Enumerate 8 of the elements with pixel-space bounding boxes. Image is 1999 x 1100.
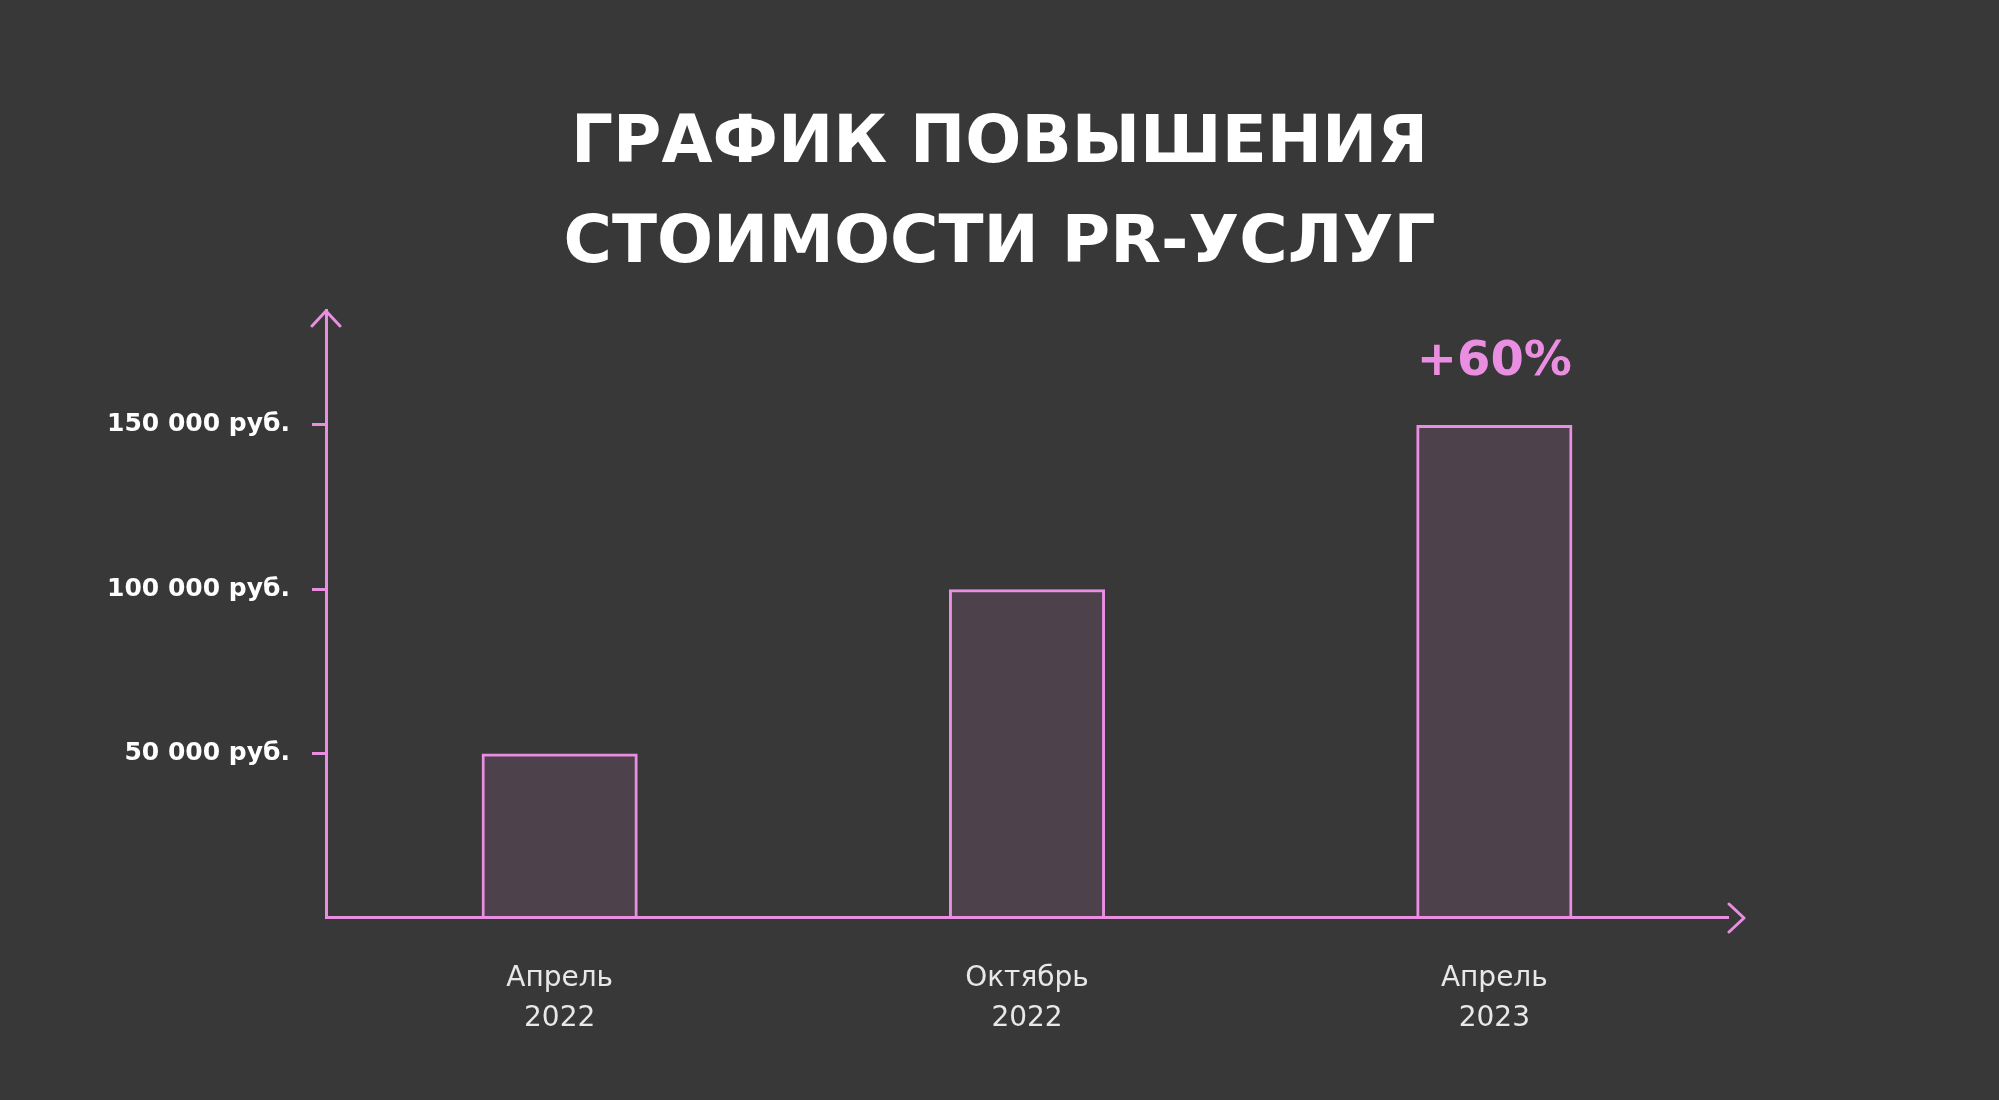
y-tick-label: 150 000 руб. [107,408,290,438]
x-tick-label: Апрель 2022 [506,960,614,1033]
annotation: +60% [1416,330,1572,387]
x-tick-label: Апрель 2023 [1440,960,1548,1033]
chart-title: ГРАФИК ПОВЫШЕНИЯ СТОИМОСТИ PR-УСЛУГ [562,100,1437,280]
y-tick-label: 100 000 руб. [107,572,290,602]
x-tick-label: Октябрь 2022 [965,960,1089,1033]
y-tick-label: 50 000 руб. [124,736,290,766]
